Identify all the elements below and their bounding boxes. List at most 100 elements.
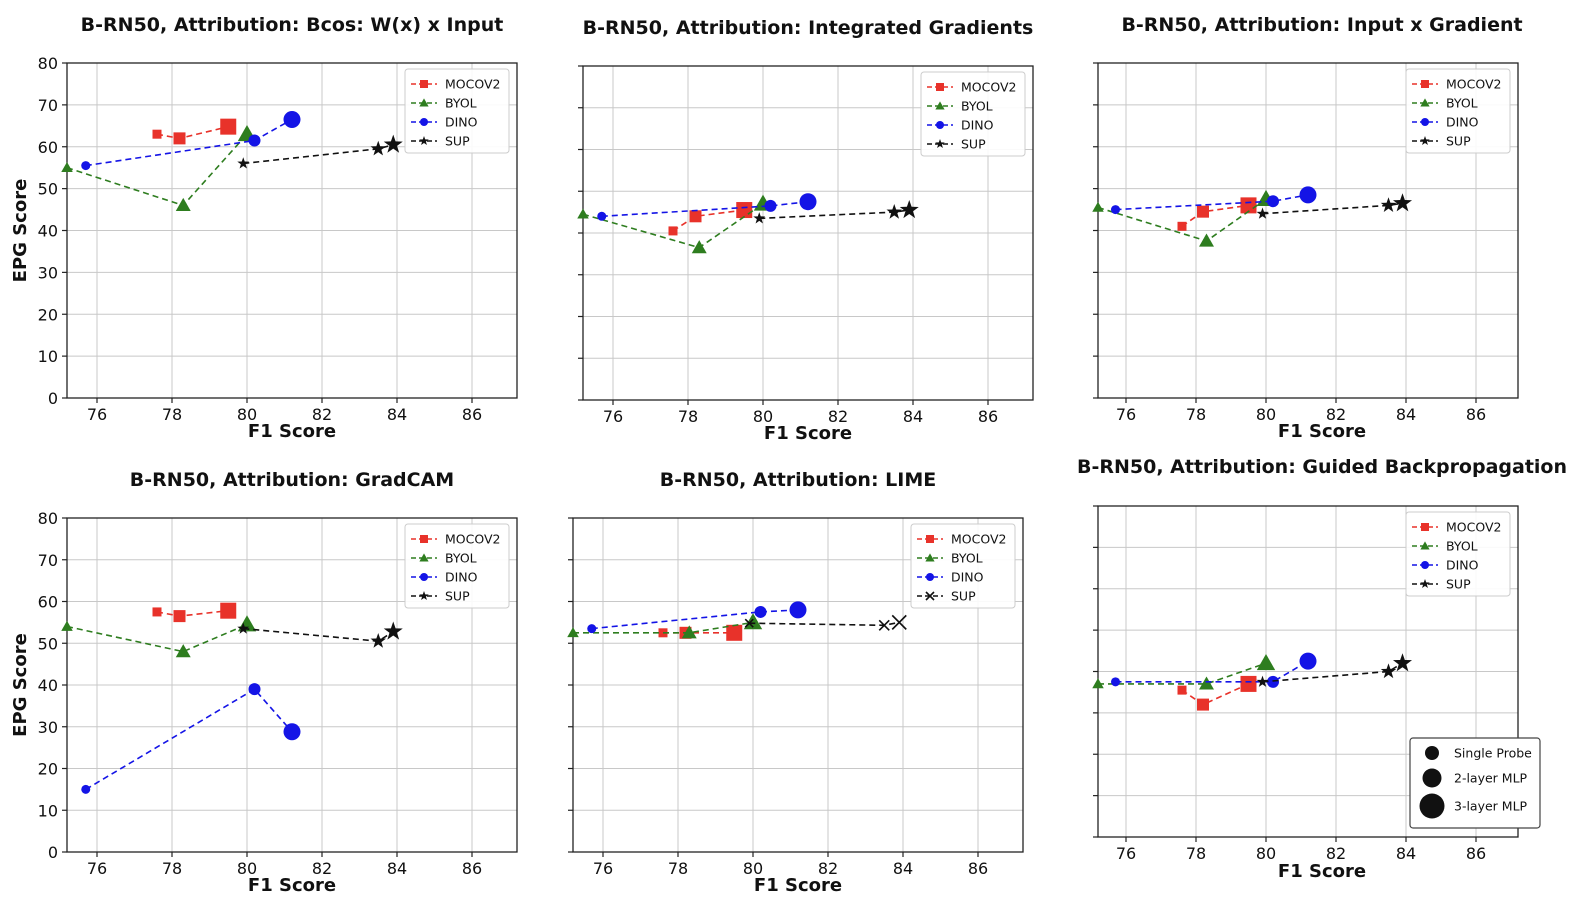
x-tick-label: 86 — [968, 859, 988, 878]
x-axis-label: F1 Score — [764, 423, 852, 444]
data-point-sup — [891, 614, 907, 630]
data-point-mocov2 — [1177, 685, 1187, 695]
x-tick-label: 82 — [312, 859, 332, 878]
legend-label: DINO — [1446, 115, 1479, 130]
x-tick-label: 80 — [1256, 844, 1276, 863]
legend: MOCOV2 BYOL DINO SUP — [910, 523, 1016, 609]
legend-label: MOCOV2 — [1446, 520, 1501, 535]
legend-marker-dino — [420, 573, 428, 581]
y-tick-label: 20 — [38, 305, 58, 324]
x-axis-label: F1 Score — [248, 421, 336, 442]
data-point-dino — [587, 624, 597, 634]
size-legend: Single Probe 2-layer MLP 3-layer MLP — [1409, 737, 1541, 829]
data-point-mocov2 — [1240, 675, 1257, 692]
series-line-dino — [85, 118, 293, 167]
data-point-dino — [1111, 677, 1120, 687]
series-line-sup — [1262, 202, 1403, 215]
legend-label: MOCOV2 — [445, 77, 500, 92]
data-point-sup — [1256, 207, 1269, 219]
chart-title: B-RN50, Attribution: Bcos: W(x) x Input — [81, 14, 504, 36]
y-tick-label: 40 — [38, 222, 58, 241]
x-tick-label: 78 — [668, 859, 688, 878]
series-line-mocov2 — [672, 209, 745, 232]
x-tick-label: 78 — [1186, 844, 1206, 863]
chart-title: B-RN50, Attribution: Guided Backpropagat… — [1077, 456, 1567, 478]
legend-label: DINO — [1446, 558, 1479, 573]
x-tick-label: 80 — [237, 405, 257, 424]
data-point-sup — [899, 200, 919, 219]
legend-label: MOCOV2 — [1446, 77, 1501, 92]
x-tick-label: 78 — [162, 405, 182, 424]
x-tick-label: 86 — [978, 407, 998, 426]
data-point-dino — [1267, 675, 1279, 688]
chart-panel-6: B-RN50, Attribution: Guided Backpropagat… — [1077, 456, 1567, 882]
x-tick-label: 80 — [743, 859, 763, 878]
data-point-dino — [597, 211, 607, 221]
legend-marker-mocov2 — [926, 535, 934, 543]
data-point-mocov2 — [152, 607, 162, 617]
x-tick-label: 76 — [603, 407, 623, 426]
data-point-dino — [248, 683, 261, 696]
legend-label: DINO — [951, 570, 984, 585]
data-point-dino — [1299, 186, 1317, 204]
data-point-sup — [886, 204, 902, 219]
legend-marker-sup — [1420, 579, 1430, 589]
legend: MOCOV2 BYOL DINO SUP — [404, 523, 510, 609]
legend-marker-sup — [925, 591, 935, 601]
legend-marker-byol — [935, 101, 945, 110]
legend-box — [920, 71, 1026, 157]
y-tick-label: 70 — [38, 96, 58, 115]
chart-panel-3: B-RN50, Attribution: Input x Gradient 76 7… — [1092, 14, 1523, 442]
data-point-mocov2 — [736, 202, 753, 219]
data-point-mocov2 — [220, 118, 237, 135]
legend-marker-sup — [419, 591, 429, 601]
legend-marker-sup — [419, 136, 429, 146]
data-point-dino — [81, 161, 91, 171]
legend-marker-dino — [1421, 118, 1429, 126]
y-tick-label: 20 — [38, 760, 58, 779]
data-point-mocov2 — [668, 226, 678, 236]
data-point-byol — [175, 197, 191, 211]
legend-marker-mocov2 — [1421, 523, 1429, 531]
x-tick-label: 84 — [893, 859, 913, 878]
size-marker — [1419, 793, 1445, 819]
x-tick-label: 84 — [1396, 844, 1416, 863]
data-point-sup — [1392, 193, 1413, 212]
data-point-byol — [61, 161, 73, 172]
x-tick-label: 82 — [828, 407, 848, 426]
series-line-byol — [582, 203, 764, 249]
x-tick-label: 76 — [87, 859, 107, 878]
legend-label: BYOL — [1446, 539, 1478, 554]
legend-box — [404, 68, 510, 154]
legend-label: BYOL — [951, 551, 983, 566]
data-point-byol — [1256, 654, 1276, 671]
legend-marker-dino — [1421, 561, 1429, 569]
data-point-sup — [370, 140, 386, 156]
legend-marker-byol — [1420, 98, 1430, 107]
data-point-sup — [383, 134, 403, 153]
x-tick-label: 80 — [237, 859, 257, 878]
x-tick-label: 80 — [753, 407, 773, 426]
series-line-sup — [243, 627, 394, 643]
x-tick-label: 76 — [87, 405, 107, 424]
series-line-dino — [85, 688, 293, 791]
x-axis-label: F1 Score — [248, 875, 336, 896]
x-tick-label: 78 — [162, 859, 182, 878]
data-point-sup — [744, 618, 754, 628]
x-tick-label: 78 — [678, 407, 698, 426]
series-line-byol — [1098, 662, 1267, 685]
data-point-sup — [237, 157, 250, 169]
data-point-sup — [878, 619, 890, 631]
legend-label: MOCOV2 — [961, 80, 1016, 95]
data-point-dino — [283, 111, 301, 129]
x-tick-label: 86 — [1466, 405, 1486, 424]
x-tick-label: 84 — [903, 407, 923, 426]
x-tick-label: 86 — [462, 405, 482, 424]
legend-marker-sup — [935, 139, 945, 149]
data-point-mocov2 — [726, 624, 743, 641]
x-tick-label: 82 — [1326, 405, 1346, 424]
data-point-byol — [567, 627, 579, 638]
series-line-mocov2 — [156, 125, 229, 140]
legend-marker-byol — [1420, 541, 1430, 550]
y-tick-label: 80 — [38, 509, 58, 528]
